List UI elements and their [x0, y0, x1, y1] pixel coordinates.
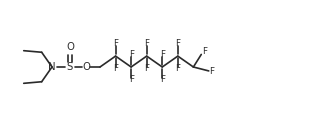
Text: N: N: [48, 62, 56, 72]
Text: F: F: [113, 39, 118, 48]
Text: F: F: [160, 75, 165, 84]
Text: O: O: [82, 62, 90, 72]
Text: S: S: [67, 62, 73, 72]
Text: O: O: [66, 42, 74, 52]
Text: F: F: [144, 64, 149, 73]
Text: F: F: [113, 64, 118, 73]
Text: F: F: [160, 50, 165, 59]
Text: F: F: [175, 64, 180, 73]
Text: F: F: [129, 50, 134, 59]
Text: F: F: [202, 47, 207, 56]
Text: F: F: [175, 39, 180, 48]
Text: F: F: [209, 67, 214, 76]
Text: F: F: [129, 75, 134, 84]
Text: F: F: [144, 39, 149, 48]
